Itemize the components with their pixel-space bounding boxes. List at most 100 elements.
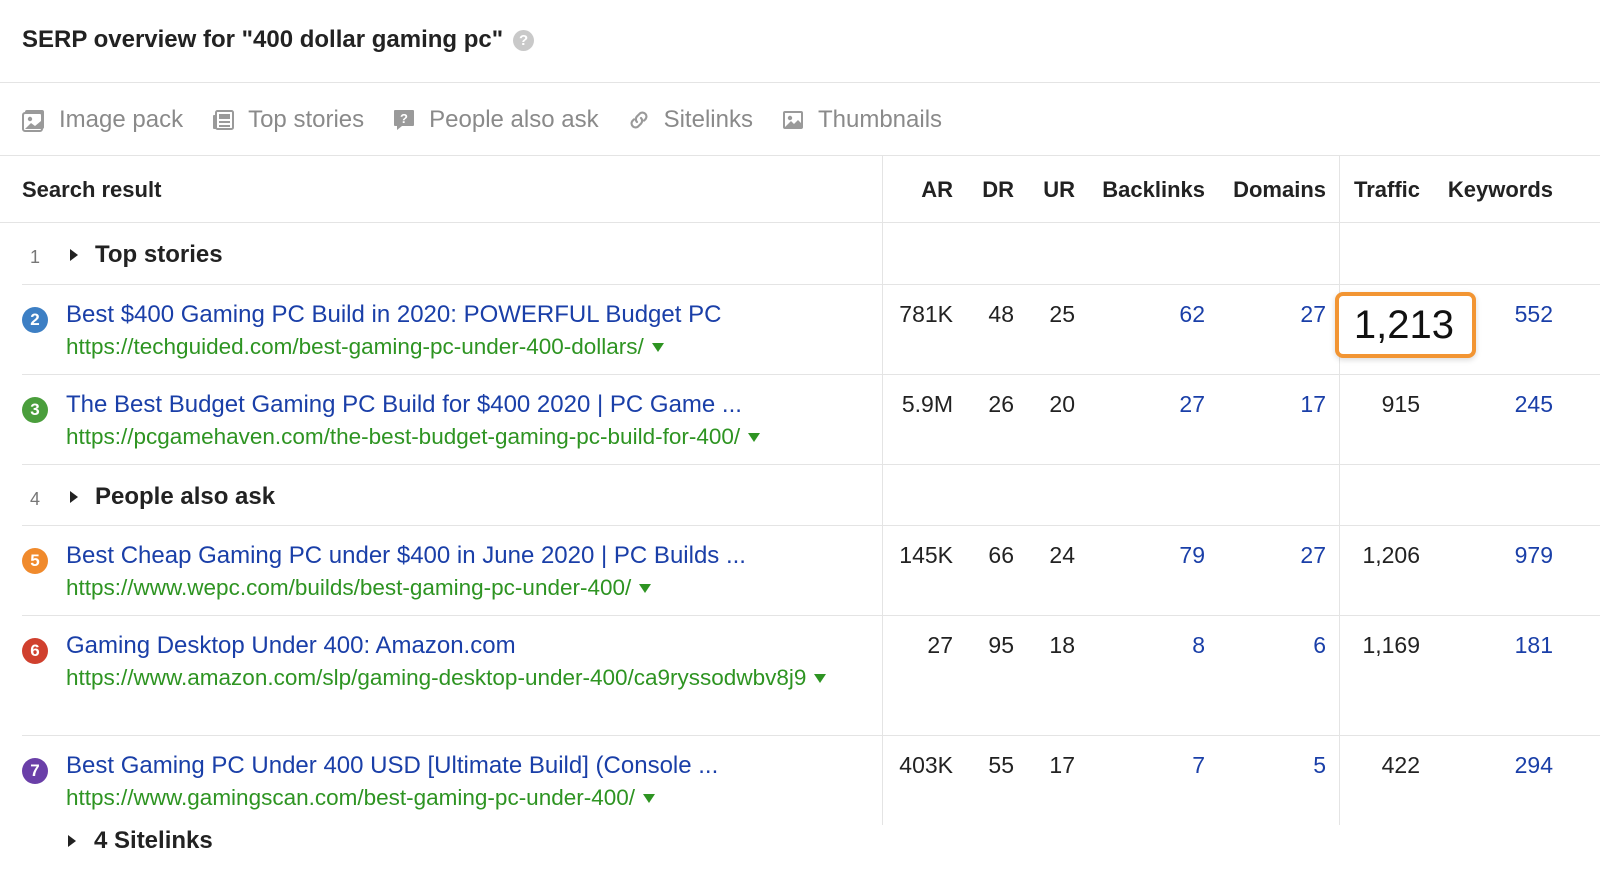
url-dropdown-icon[interactable] xyxy=(814,674,827,683)
position-badge: 3 xyxy=(22,397,48,423)
expand-arrow-icon[interactable] xyxy=(68,835,76,847)
serp-header: SERP overview for "400 dollar gaming pc"… xyxy=(0,0,1600,83)
cell-ar: 403K xyxy=(899,752,953,778)
cell-domains[interactable]: 6 xyxy=(1313,632,1326,658)
url-dropdown-icon[interactable] xyxy=(651,343,664,352)
cell-backlinks[interactable]: 27 xyxy=(1179,391,1205,417)
expand-arrow-icon[interactable] xyxy=(70,249,78,261)
cell-dr: 95 xyxy=(988,632,1014,658)
cell-backlinks[interactable]: 7 xyxy=(1192,752,1205,778)
cell-ar: 145K xyxy=(899,542,953,568)
expand-arrow-icon[interactable] xyxy=(70,491,78,503)
result-title-link[interactable]: Best $400 Gaming PC Build in 2020: POWER… xyxy=(66,301,722,328)
cell-dr: 66 xyxy=(988,542,1014,568)
column-domains[interactable]: Domains xyxy=(1233,177,1326,202)
url-dropdown-icon[interactable] xyxy=(639,584,652,593)
result-url[interactable]: https://techguided.com/best-gaming-pc-un… xyxy=(66,332,866,362)
column-dr[interactable]: DR xyxy=(982,177,1014,202)
cell-ur: 17 xyxy=(1049,752,1075,778)
cell-ur: 25 xyxy=(1049,301,1075,327)
column-ar[interactable]: AR xyxy=(921,177,953,202)
cell-dr: 26 xyxy=(988,391,1014,417)
result-url-text: https://www.gamingscan.com/best-gaming-p… xyxy=(66,785,636,810)
group-label: Top stories xyxy=(95,241,223,268)
result-title-link[interactable]: Best Cheap Gaming PC under $400 in June … xyxy=(66,542,746,569)
cell-domains[interactable]: 5 xyxy=(1313,752,1326,778)
cell-ar: 781K xyxy=(899,301,953,327)
position-number: 4 xyxy=(30,489,41,509)
column-traffic[interactable]: Traffic xyxy=(1353,177,1420,202)
group-label: People also ask xyxy=(95,483,276,510)
cell-keywords[interactable]: 979 xyxy=(1514,542,1553,568)
result-url-text: https://pcgamehaven.com/the-best-budget-… xyxy=(66,424,741,449)
cell-keywords[interactable]: 245 xyxy=(1514,391,1553,417)
result-url[interactable]: https://www.gamingscan.com/best-gaming-p… xyxy=(66,783,866,813)
top-stories-icon xyxy=(213,110,235,130)
cell-keywords[interactable]: 181 xyxy=(1514,632,1553,658)
feature-label: Sitelinks xyxy=(663,106,753,133)
result-title-link[interactable]: Gaming Desktop Under 400: Amazon.com xyxy=(66,632,516,659)
cell-domains[interactable]: 27 xyxy=(1300,301,1326,327)
column-divider xyxy=(1339,156,1340,825)
result-url[interactable]: https://www.amazon.com/slp/gaming-deskto… xyxy=(66,663,866,693)
feature-label: Thumbnails xyxy=(817,106,943,133)
result-url-text: https://www.wepc.com/builds/best-gaming-… xyxy=(66,575,632,600)
cell-ar: 27 xyxy=(927,632,953,658)
traffic-highlight-callout: 1,213 xyxy=(1335,292,1476,358)
position-number: 1 xyxy=(30,247,41,267)
result-title-link[interactable]: Best Gaming PC Under 400 USD [Ultimate B… xyxy=(66,752,719,779)
sitelinks-expander[interactable]: 4 Sitelinks xyxy=(68,826,213,856)
image-pack-icon xyxy=(22,110,44,132)
feature-top-stories[interactable]: Top stories xyxy=(211,106,364,134)
column-keywords[interactable]: Keywords xyxy=(1447,177,1553,202)
url-dropdown-icon[interactable] xyxy=(748,433,761,442)
feature-label: Top stories xyxy=(248,106,365,133)
feature-label: Image pack xyxy=(59,106,184,133)
cell-domains[interactable]: 17 xyxy=(1300,391,1326,417)
cell-traffic: 1,206 xyxy=(1362,542,1420,568)
feature-sitelinks[interactable]: Sitelinks xyxy=(627,106,753,134)
feature-people-also-ask[interactable]: ? People also ask xyxy=(392,106,599,134)
result-url[interactable]: https://www.wepc.com/builds/best-gaming-… xyxy=(66,573,866,603)
cell-backlinks[interactable]: 79 xyxy=(1179,542,1205,568)
table-row: 5 Best Cheap Gaming PC under $400 in Jun… xyxy=(22,526,1600,616)
position-badge: 6 xyxy=(22,638,48,664)
cell-ar: 5.9M xyxy=(901,391,953,417)
table-header: Search result AR DR UR Backlinks Domains… xyxy=(0,156,1600,223)
result-url-text: https://www.amazon.com/slp/gaming-deskto… xyxy=(66,665,807,690)
url-dropdown-icon[interactable] xyxy=(643,794,656,803)
table-row: 7 Best Gaming PC Under 400 USD [Ultimate… xyxy=(22,736,1600,825)
sitelinks-icon xyxy=(630,111,648,129)
cell-keywords[interactable]: 294 xyxy=(1514,752,1553,778)
help-icon[interactable]: ? xyxy=(513,30,535,51)
thumbnails-icon xyxy=(782,111,803,129)
cell-keywords[interactable]: 552 xyxy=(1514,301,1553,327)
cell-traffic: 1,169 xyxy=(1362,632,1420,658)
cell-domains[interactable]: 27 xyxy=(1300,542,1326,568)
column-search-result[interactable]: Search result xyxy=(22,177,162,202)
cell-traffic: 422 xyxy=(1381,752,1420,778)
group-row-top-stories[interactable]: 1 Top stories xyxy=(22,223,1600,285)
group-row-people-also-ask[interactable]: 4 People also ask xyxy=(22,465,1600,526)
column-ur[interactable]: UR xyxy=(1043,177,1075,202)
feature-image-pack[interactable]: Image pack xyxy=(22,106,183,134)
cell-dr: 48 xyxy=(988,301,1014,327)
position-badge: 7 xyxy=(22,758,48,784)
cell-ur: 18 xyxy=(1049,632,1075,658)
cell-backlinks[interactable]: 8 xyxy=(1192,632,1205,658)
result-url[interactable]: https://pcgamehaven.com/the-best-budget-… xyxy=(66,422,866,452)
feature-thumbnails[interactable]: Thumbnails xyxy=(781,106,942,134)
cell-ur: 24 xyxy=(1049,542,1075,568)
table-row: 3 The Best Budget Gaming PC Build for $4… xyxy=(22,375,1600,465)
page-title: SERP overview for "400 dollar gaming pc"… xyxy=(22,26,535,54)
result-title-link[interactable]: The Best Budget Gaming PC Build for $400… xyxy=(66,391,742,418)
result-url-text: https://techguided.com/best-gaming-pc-un… xyxy=(66,334,644,359)
people-also-ask-icon: ? xyxy=(394,110,415,130)
cell-traffic: 915 xyxy=(1381,391,1420,417)
cell-backlinks[interactable]: 62 xyxy=(1179,301,1205,327)
column-divider xyxy=(882,156,883,825)
highlighted-traffic-value: 1,213 xyxy=(1353,303,1454,347)
column-backlinks[interactable]: Backlinks xyxy=(1102,177,1205,202)
position-badge: 2 xyxy=(22,307,48,333)
sitelinks-label: 4 Sitelinks xyxy=(94,827,213,854)
